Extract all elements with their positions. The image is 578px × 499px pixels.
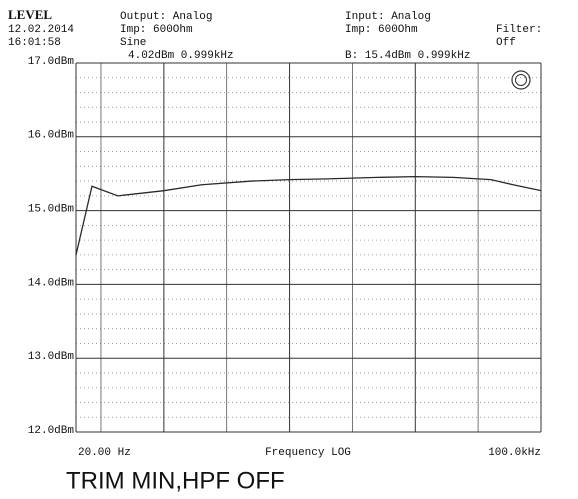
- x-axis-label: Frequency LOG: [265, 447, 351, 459]
- y-tick-label: 17.0dBm: [28, 56, 75, 68]
- y-tick-label: 14.0dBm: [28, 277, 75, 289]
- x-tick-label: 20.00 Hz: [78, 447, 131, 459]
- generator: 4.02dBm 0.999kHz: [128, 50, 234, 62]
- waveform: Sine: [120, 37, 146, 49]
- logo: [511, 70, 531, 90]
- y-tick-label: 13.0dBm: [28, 351, 75, 363]
- filter-label: Filter:: [496, 24, 542, 36]
- reading: B: 15.4dBm 0.999kHz: [345, 50, 470, 62]
- caption: TRIM MIN,HPF OFF: [66, 467, 285, 494]
- date: 12.02.2014: [8, 24, 74, 36]
- output: Output: Analog: [120, 11, 212, 23]
- input: Input: Analog: [345, 11, 431, 23]
- level-line: [75, 175, 542, 256]
- y-tick-label: 15.0dBm: [28, 204, 75, 216]
- time: 16:01:58: [8, 37, 61, 49]
- x-tick-label: 100.0kHz: [488, 447, 541, 459]
- filter: Off: [496, 37, 516, 49]
- y-tick-label: 12.0dBm: [28, 425, 75, 437]
- y-tick-label: 16.0dBm: [28, 130, 75, 142]
- mode: LEVEL: [8, 7, 52, 22]
- input-imp: Imp: 600Ohm: [345, 24, 418, 36]
- output-imp: Imp: 600Ohm: [120, 24, 193, 36]
